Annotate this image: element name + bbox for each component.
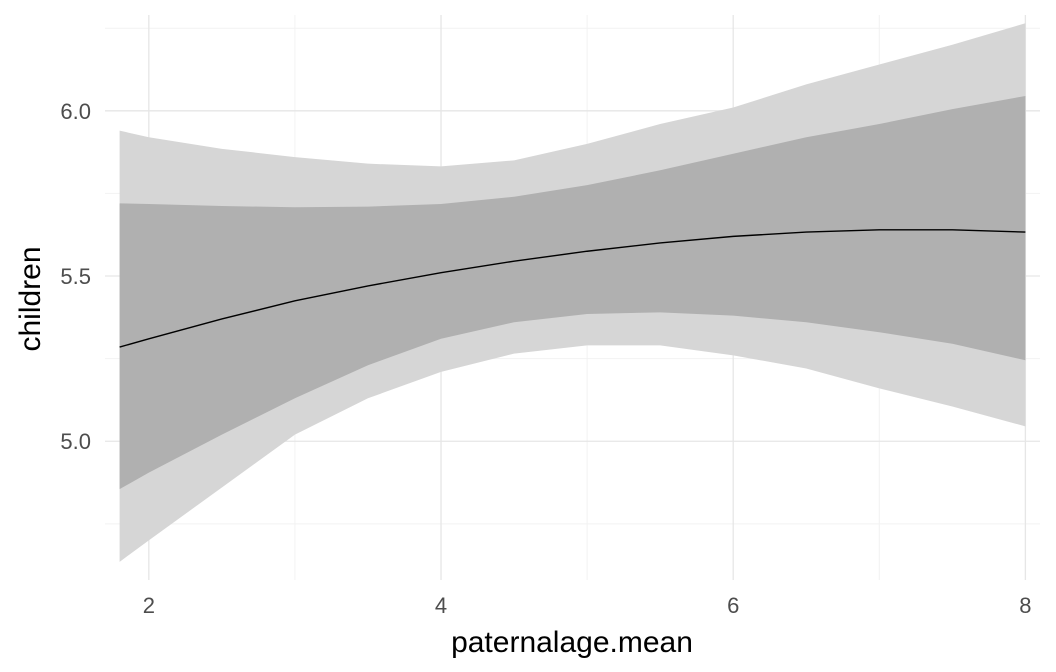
- y-axis-title: children: [14, 246, 47, 351]
- inner-interval-band: [119, 95, 1026, 490]
- y-tick-label: 5.0: [60, 429, 91, 454]
- x-tick-label: 4: [435, 593, 447, 618]
- y-tick-label: 6.0: [60, 99, 91, 124]
- x-tick-label: 6: [727, 593, 739, 618]
- x-tick-labels: 2 4 6 8: [143, 593, 1032, 618]
- y-tick-label: 5.5: [60, 264, 91, 289]
- estimate-line: [119, 229, 1026, 348]
- x-axis-title: paternalage.mean: [451, 626, 693, 659]
- y-tick-labels: 5.0 5.5 6.0: [60, 99, 91, 454]
- x-tick-label: 8: [1019, 593, 1031, 618]
- x-tick-label: 2: [143, 593, 155, 618]
